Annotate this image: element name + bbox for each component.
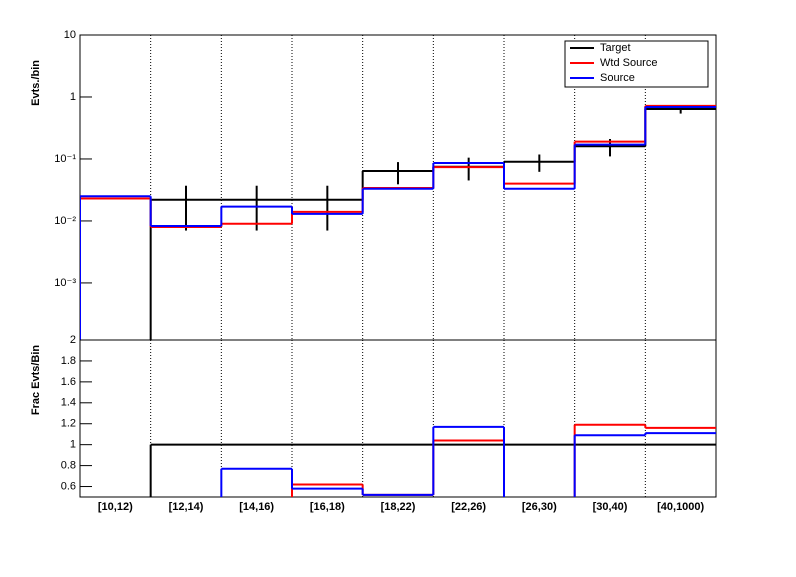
x-tick-label: [18,22) xyxy=(381,501,416,513)
x-tick-label: [30,40) xyxy=(593,501,628,513)
y-tick-label: 0.8 xyxy=(61,460,76,472)
y-tick-label: 1.4 xyxy=(61,397,76,409)
plot-frame xyxy=(79,339,717,498)
y-tick-label: 1 xyxy=(70,439,76,451)
y-tick-label: 1.6 xyxy=(61,376,76,388)
x-tick-label: [26,30) xyxy=(522,501,557,513)
y-tick-label: 10⁻³ xyxy=(54,277,76,289)
x-tick-label: [22,26) xyxy=(451,501,486,513)
y-tick-label: 10 xyxy=(64,29,76,41)
x-tick-label: [14,16) xyxy=(239,501,274,513)
y-tick-label: 10⁻¹ xyxy=(54,153,76,165)
y-tick-label: 1.2 xyxy=(61,418,76,430)
y-tick-label: 1 xyxy=(70,91,76,103)
legend-label: Source xyxy=(600,72,635,84)
y-tick-label: 0.6 xyxy=(61,480,76,492)
x-tick-label: [10,12) xyxy=(98,501,133,513)
plot-area xyxy=(149,423,716,497)
x-tick-label: [40,1000) xyxy=(657,501,704,513)
x-tick-label: [12,14) xyxy=(169,501,204,513)
legend-label: Target xyxy=(600,42,631,54)
y-tick-label: 2 xyxy=(70,334,76,346)
y-axis-title: Frac Evts/Bin xyxy=(30,345,42,416)
y-tick-label: 1.8 xyxy=(61,355,76,367)
x-tick-label: [16,18) xyxy=(310,501,345,513)
y-tick-label: 10⁻² xyxy=(54,215,76,227)
legend-label: Wtd Source xyxy=(600,57,657,69)
y-axis-title: Evts./bin xyxy=(30,60,42,106)
plot-area xyxy=(80,104,716,340)
